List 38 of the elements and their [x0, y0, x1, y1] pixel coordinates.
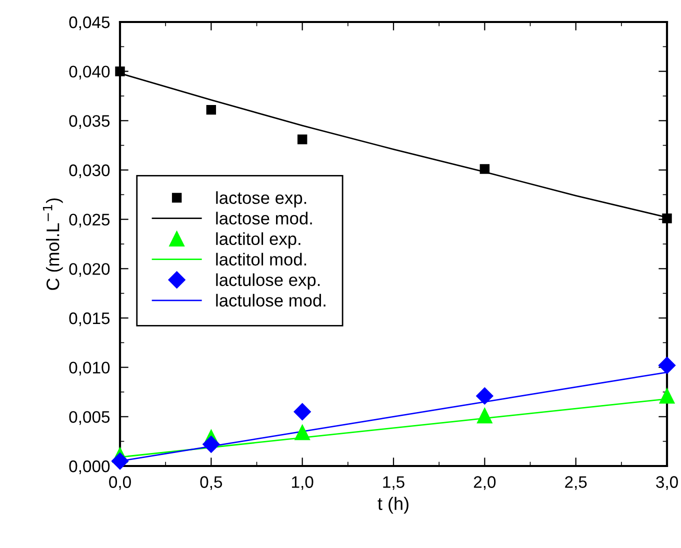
point — [202, 436, 220, 453]
point — [658, 356, 676, 374]
y-tick-label: 0,035 — [69, 115, 110, 129]
legend-label: lactose mod. — [216, 212, 312, 225]
y-tick-label: 0,040 — [69, 66, 110, 80]
legend-label: lactulose mod. — [216, 294, 326, 307]
point — [480, 164, 490, 174]
y-tick-label: 0,005 — [69, 411, 110, 425]
y-axis-title: C (mol.L$^{−1}$) — [42, 198, 63, 290]
x-tick-label: 2,0 — [474, 476, 496, 490]
legend-label: lactitol mod. — [216, 252, 306, 266]
legend-label: lactulose exp. — [216, 273, 320, 290]
point — [294, 424, 310, 440]
y-tick-label: 0,015 — [69, 312, 110, 326]
x-axis-title: t (h) — [378, 496, 408, 514]
y-tick-label: 0,000 — [69, 460, 110, 474]
point — [206, 104, 216, 115]
point — [477, 408, 492, 424]
legend-label: lactose exp. — [216, 191, 306, 208]
y-tick-label: 0,045 — [69, 16, 110, 30]
x-tick-label: 2,5 — [565, 476, 587, 490]
y-tick-label: 0,030 — [69, 164, 110, 178]
point — [111, 452, 129, 470]
point — [662, 213, 672, 224]
y-tick-label: 0,025 — [69, 214, 110, 228]
legend-label: lactitol exp. — [216, 232, 300, 248]
y-tick-label: 0,020 — [69, 263, 110, 277]
x-tick-label: 1,0 — [292, 476, 314, 490]
point — [297, 134, 308, 144]
point — [659, 388, 675, 404]
x-tick-label: 0,0 — [109, 476, 131, 490]
point — [294, 403, 311, 420]
y-tick-label: 0,010 — [69, 362, 110, 376]
x-tick-label: 0,5 — [200, 476, 222, 490]
x-tick-label: 3,0 — [656, 476, 678, 490]
point — [476, 387, 494, 404]
point — [115, 66, 125, 76]
x-tick-label: 1,5 — [383, 476, 404, 490]
